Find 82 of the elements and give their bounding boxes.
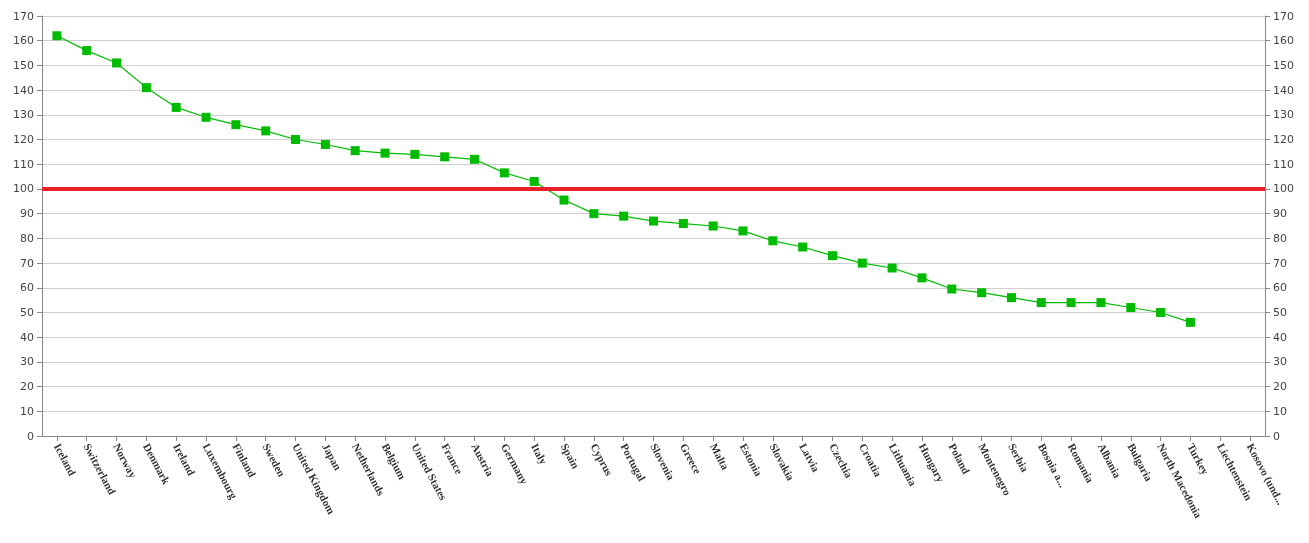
point	[1126, 303, 1136, 313]
y2-tick-label: 10	[1273, 404, 1287, 418]
point	[82, 46, 92, 56]
point	[499, 168, 509, 178]
point	[470, 154, 480, 164]
point	[529, 177, 539, 187]
y2-tick-label: 90	[1273, 207, 1287, 221]
point	[1096, 298, 1106, 308]
point	[619, 211, 629, 221]
y2-tick-label: 50	[1273, 305, 1287, 319]
x-tick-label: Malta	[707, 441, 732, 473]
point	[798, 242, 808, 252]
y-tick-label: 110	[13, 157, 34, 171]
point	[141, 83, 151, 93]
point	[917, 273, 927, 283]
y2-tick-label: 70	[1273, 256, 1287, 270]
y-tick-label: 0	[27, 429, 34, 443]
y-tick-label: 90	[20, 207, 34, 221]
point	[350, 146, 360, 156]
point	[1036, 298, 1046, 308]
point	[1066, 298, 1076, 308]
y-tick-label: 70	[20, 256, 34, 270]
y-tick-label: 100	[13, 182, 34, 196]
y-tick-label: 40	[20, 330, 34, 344]
point	[708, 221, 718, 231]
y-tick-label: 30	[20, 355, 34, 369]
y2-tick-label: 20	[1273, 380, 1287, 394]
point	[171, 102, 181, 112]
point	[320, 139, 330, 149]
point	[649, 216, 658, 226]
x-tick-label: Japan	[320, 441, 345, 473]
x-tick-label: Latvia	[797, 441, 823, 475]
point	[589, 209, 599, 219]
y2-tick-label: 0	[1273, 429, 1280, 443]
point	[201, 112, 211, 122]
x-tick-label: Serbia	[1006, 441, 1032, 475]
point	[291, 135, 301, 145]
point	[947, 284, 957, 294]
point	[410, 149, 420, 159]
y2-tick-label: 140	[1273, 83, 1294, 97]
y2-tick-label: 160	[1273, 34, 1294, 48]
y-tick-label: 50	[20, 305, 34, 319]
y-tick-label: 130	[13, 108, 34, 122]
point	[887, 263, 897, 273]
point	[827, 251, 837, 261]
point	[380, 148, 390, 158]
point	[112, 58, 122, 68]
y2-tick-label: 30	[1273, 355, 1287, 369]
y-tick-label: 170	[13, 9, 34, 23]
y-tick-label: 80	[20, 231, 34, 245]
y2-tick-label: 130	[1273, 108, 1294, 122]
point	[857, 258, 867, 268]
x-tick-label: Italy	[528, 441, 551, 467]
y-tick-label: 10	[20, 404, 34, 418]
point	[1006, 293, 1016, 303]
y-tick-label: 120	[13, 133, 34, 147]
point	[977, 288, 987, 298]
y-tick-label: 160	[13, 34, 34, 48]
point	[440, 152, 450, 162]
y2-tick-label: 80	[1273, 231, 1287, 245]
point	[52, 31, 62, 41]
y2-tick-label: 120	[1273, 133, 1294, 147]
x-tick-label: Spain	[558, 441, 582, 471]
point	[738, 226, 748, 236]
y2-tick-label: 60	[1273, 281, 1287, 295]
y-tick-label: 20	[20, 380, 34, 394]
y-tick-label: 140	[13, 83, 34, 97]
y2-tick-label: 170	[1273, 9, 1294, 23]
y2-tick-label: 110	[1273, 157, 1294, 171]
y-tick-label: 60	[20, 281, 34, 295]
y-tick-label: 150	[13, 58, 34, 72]
point	[678, 219, 688, 229]
y2-tick-label: 150	[1273, 58, 1294, 72]
point	[1156, 307, 1166, 317]
x-tick-label: Greece	[678, 441, 705, 476]
point	[768, 236, 778, 246]
point	[1185, 317, 1195, 327]
y2-tick-label: 100	[1273, 182, 1294, 196]
y2-tick-label: 40	[1273, 330, 1287, 344]
point	[231, 120, 241, 130]
point	[559, 195, 569, 205]
point	[261, 126, 271, 136]
